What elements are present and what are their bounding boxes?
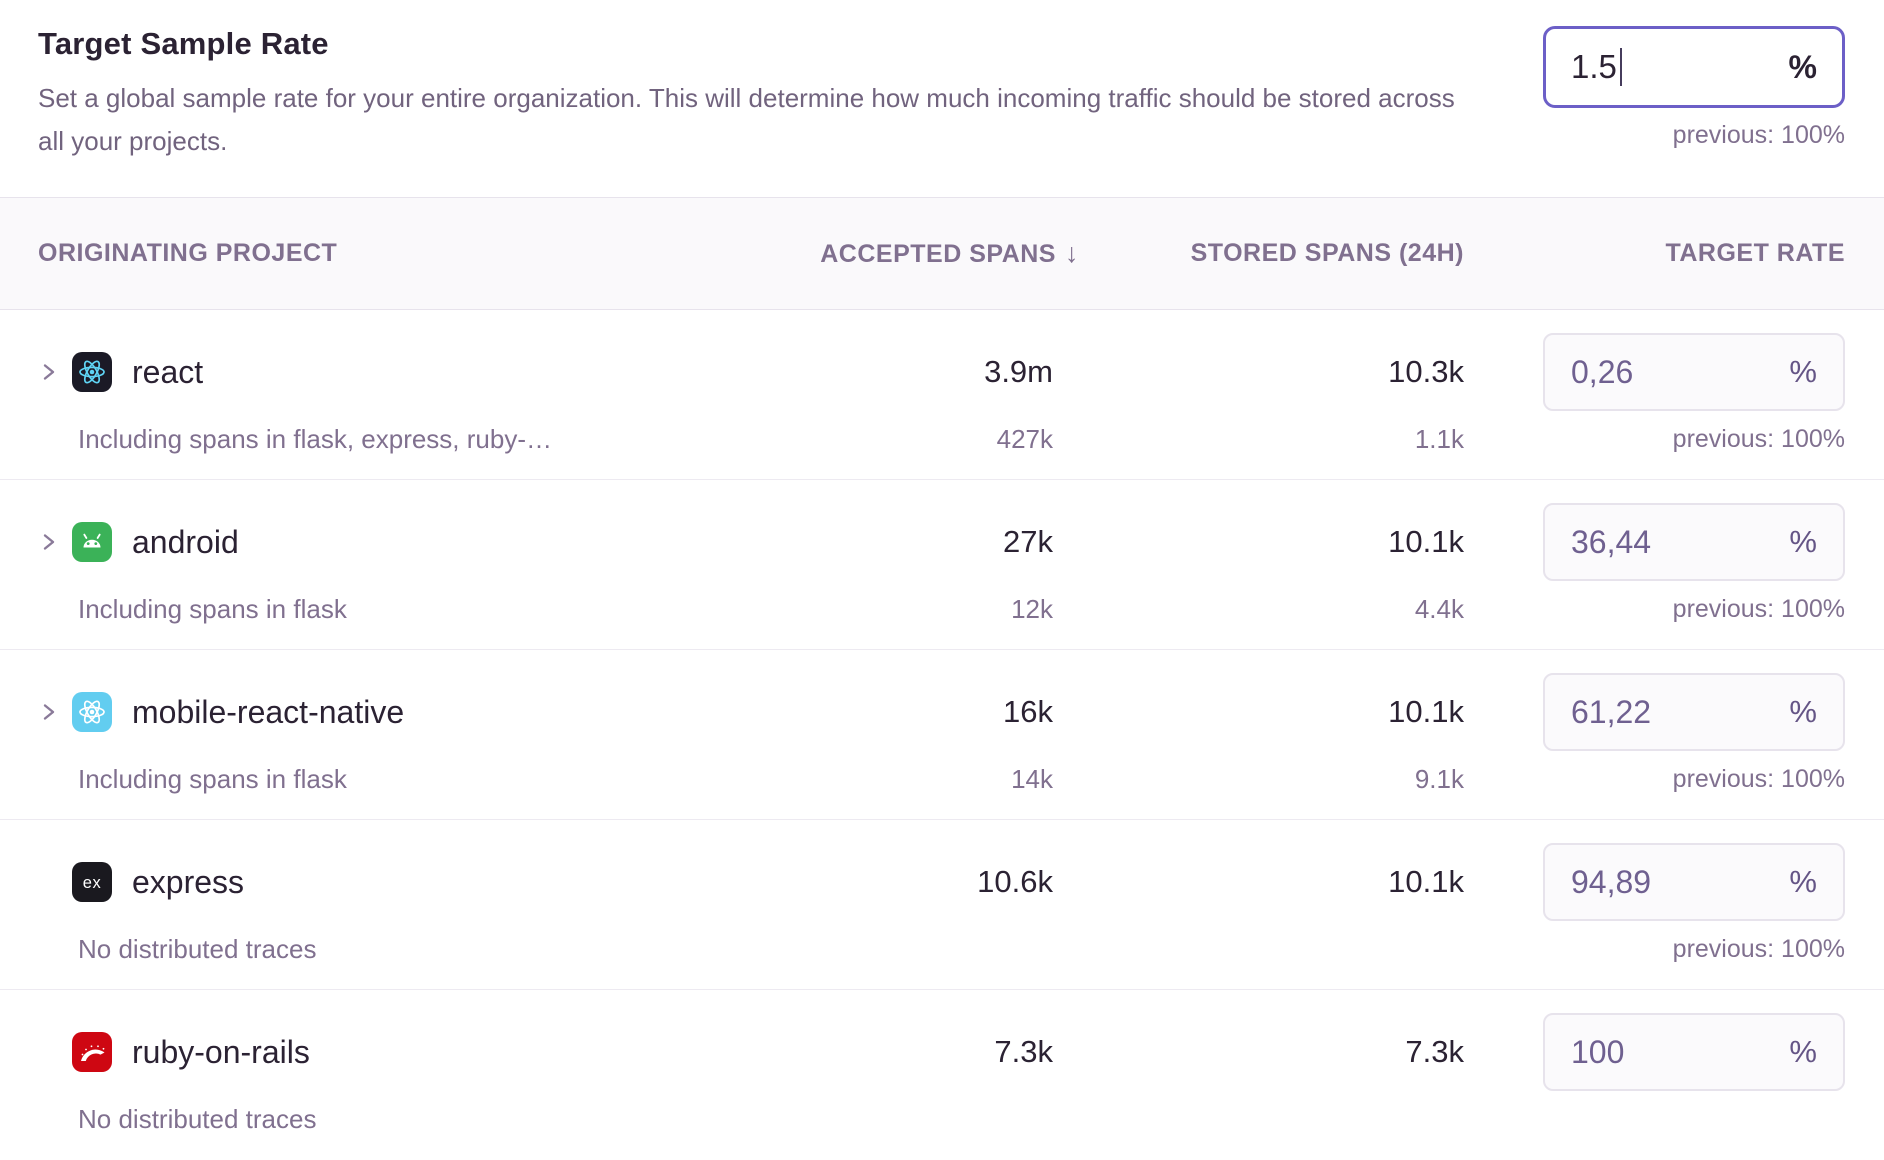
- target-sample-rate-section: Target Sample Rate Set a global sample r…: [0, 0, 1884, 197]
- column-originating-project[interactable]: ORIGINATING PROJECT: [38, 239, 338, 267]
- stored-spans-value: 7.3k: [1405, 1034, 1464, 1069]
- table-row: ex express 10.6k 10.1k 94,89 % No distri…: [0, 820, 1884, 990]
- stored-spans-value: 10.1k: [1388, 524, 1464, 559]
- row-previous-rate: previous: 100%: [1672, 424, 1845, 453]
- target-rate-cell: 100 %: [1464, 1010, 1845, 1094]
- target-rate-cell: 0,26 %: [1464, 330, 1845, 414]
- android-icon: [72, 522, 112, 562]
- accepted-spans-sub-value: 12k: [1011, 593, 1053, 624]
- target-rate-cell: 61,22 %: [1464, 670, 1845, 754]
- target-rate-cell: 94,89 %: [1464, 840, 1845, 924]
- ruby-on-rails-icon: [72, 1032, 112, 1072]
- row-note: No distributed traces: [78, 1103, 317, 1134]
- percent-suffix: %: [1789, 524, 1817, 559]
- percent-suffix: %: [1789, 694, 1817, 729]
- page-description: Set a global sample rate for your entire…: [38, 83, 1455, 156]
- stored-spans-value: 10.3k: [1388, 354, 1464, 389]
- row-note: No distributed traces: [78, 933, 317, 964]
- row-previous-rate: previous: 100%: [1672, 594, 1845, 623]
- accepted-spans-sub-value: 14k: [1011, 763, 1053, 794]
- projects-table-body: react 3.9m 10.3k 0,26 % Including spans …: [0, 310, 1884, 1160]
- project-cell: mobile-react-native: [38, 670, 653, 754]
- text-cursor: [1619, 48, 1622, 86]
- project-name: ruby-on-rails: [132, 1033, 310, 1070]
- target-rate-value: 36,44: [1571, 523, 1652, 560]
- target-rate-value: 0,26: [1571, 353, 1634, 390]
- target-rate-value: 100: [1571, 1033, 1625, 1070]
- stored-spans-value: 10.1k: [1388, 864, 1464, 899]
- stored-spans-sub-value: [1053, 934, 1464, 964]
- svg-text:ex: ex: [83, 874, 102, 892]
- accepted-spans-value: 16k: [1003, 694, 1053, 729]
- percent-suffix: %: [1788, 48, 1817, 85]
- project-name: android: [132, 523, 239, 560]
- stored-spans-value: 10.1k: [1388, 694, 1464, 729]
- table-header: ORIGINATING PROJECT ACCEPTED SPANS ↓ STOR…: [0, 197, 1884, 310]
- expand-chevron-icon[interactable]: [38, 701, 72, 723]
- project-name: react: [132, 353, 204, 390]
- accepted-spans-value: 3.9m: [984, 354, 1053, 389]
- table-row: react 3.9m 10.3k 0,26 % Including spans …: [0, 310, 1884, 480]
- target-rate-cell: 36,44 %: [1464, 500, 1845, 584]
- page-title: Target Sample Rate: [38, 26, 329, 61]
- global-previous-rate: previous: 100%: [1672, 121, 1845, 149]
- expand-chevron-icon[interactable]: [38, 361, 72, 383]
- global-rate-controls: 1.5 % previous: 100%: [1543, 26, 1845, 197]
- column-target-rate[interactable]: TARGET RATE: [1665, 239, 1845, 267]
- stored-spans-sub-value: 9.1k: [1414, 763, 1464, 794]
- accepted-spans-sub-value: 427k: [996, 423, 1053, 454]
- sort-descending-icon: ↓: [1065, 238, 1079, 268]
- row-note: Including spans in flask, express, ruby-…: [78, 423, 552, 454]
- stored-spans-sub-value: [1053, 1104, 1464, 1134]
- target-rate-input[interactable]: 61,22 %: [1543, 673, 1845, 751]
- global-rate-value: 1.5: [1571, 48, 1617, 85]
- table-row: android 27k 10.1k 36,44 % Including span…: [0, 480, 1884, 650]
- project-name: express: [132, 863, 245, 900]
- target-rate-value: 61,22: [1571, 693, 1652, 730]
- stored-spans-sub-value: 4.4k: [1414, 593, 1464, 624]
- accepted-spans-value: 7.3k: [994, 1034, 1053, 1069]
- accepted-spans-sub-value: [653, 934, 1053, 964]
- row-previous-rate: [1464, 1104, 1845, 1134]
- target-rate-input[interactable]: 94,89 %: [1543, 843, 1845, 921]
- project-cell: android: [38, 500, 653, 584]
- percent-suffix: %: [1789, 864, 1817, 899]
- express-icon: ex: [72, 862, 112, 902]
- column-accepted-spans[interactable]: ACCEPTED SPANS ↓: [653, 238, 1078, 269]
- target-rate-input[interactable]: 100 %: [1543, 1013, 1845, 1091]
- expand-chevron-icon[interactable]: [38, 531, 72, 553]
- project-cell: react: [38, 330, 653, 414]
- accepted-spans-value: 10.6k: [977, 864, 1053, 899]
- percent-suffix: %: [1789, 354, 1817, 389]
- column-accepted-spans-label: ACCEPTED SPANS: [820, 240, 1056, 268]
- row-previous-rate: previous: 100%: [1672, 764, 1845, 793]
- row-note: Including spans in flask: [78, 593, 347, 624]
- project-name: mobile-react-native: [132, 693, 405, 730]
- project-cell: ex express: [38, 840, 653, 924]
- target-rate-input[interactable]: 36,44 %: [1543, 503, 1845, 581]
- project-cell: ruby-on-rails: [38, 1010, 653, 1094]
- table-row: mobile-react-native 16k 10.1k 61,22 % In…: [0, 650, 1884, 820]
- react-icon: [72, 352, 112, 392]
- table-row: ruby-on-rails 7.3k 7.3k 100 % No distrib…: [0, 990, 1884, 1160]
- accepted-spans-sub-value: [653, 1104, 1053, 1134]
- react-native-icon: [72, 692, 112, 732]
- section-text: Target Sample Rate Set a global sample r…: [38, 26, 1468, 197]
- stored-spans-sub-value: 1.1k: [1414, 423, 1464, 454]
- global-sample-rate-input[interactable]: 1.5 %: [1543, 26, 1845, 108]
- target-rate-input[interactable]: 0,26 %: [1543, 333, 1845, 411]
- percent-suffix: %: [1789, 1034, 1817, 1069]
- accepted-spans-value: 27k: [1003, 524, 1053, 559]
- row-previous-rate: previous: 100%: [1672, 934, 1845, 963]
- column-stored-spans[interactable]: STORED SPANS (24H): [1190, 239, 1464, 267]
- target-rate-value: 94,89: [1571, 863, 1652, 900]
- row-note: Including spans in flask: [78, 763, 347, 794]
